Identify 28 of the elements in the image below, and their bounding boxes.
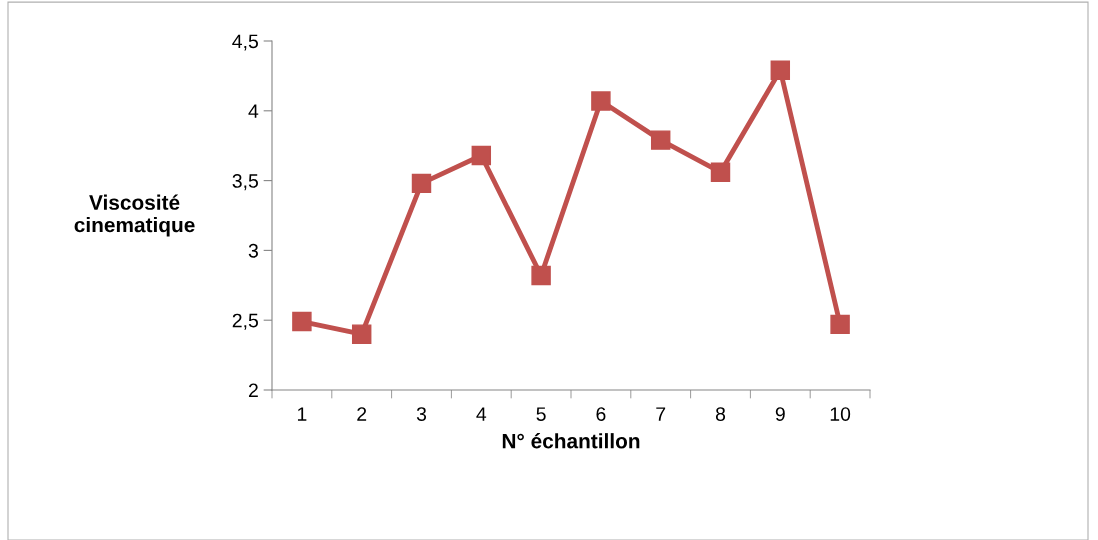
x-tick-label: 1 xyxy=(297,407,307,421)
point xyxy=(471,145,492,166)
y-axis-title: Viscosité cinematique xyxy=(74,194,195,237)
x-tick-label: 8 xyxy=(715,407,726,421)
x-tick-label: 2 xyxy=(357,407,367,421)
point xyxy=(292,311,312,332)
point xyxy=(591,91,611,111)
point xyxy=(830,314,850,335)
x-tick-label: 3 xyxy=(416,407,427,421)
x-tick-label: 10 xyxy=(830,407,851,421)
y-tick-label: 2,5 xyxy=(232,313,258,330)
y-tick-label: 2 xyxy=(248,383,258,398)
point xyxy=(770,60,791,81)
y-tick-label: 3 xyxy=(248,243,258,258)
y-tick-label: 4 xyxy=(248,104,259,118)
point xyxy=(531,265,551,286)
point xyxy=(650,130,671,150)
x-tick-label: 9 xyxy=(775,407,785,421)
x-tick-label: 6 xyxy=(596,407,606,421)
x-tick-label: 4 xyxy=(476,407,487,421)
x-tick-label: 7 xyxy=(656,407,666,421)
x-axis-title: N° échantillon xyxy=(502,432,640,449)
x-tick-label: 5 xyxy=(536,407,546,421)
point xyxy=(351,324,372,344)
y-tick-label: 3,5 xyxy=(232,174,258,191)
y-tick-label: 4,5 xyxy=(232,34,258,51)
point xyxy=(710,162,731,182)
point xyxy=(411,173,432,194)
